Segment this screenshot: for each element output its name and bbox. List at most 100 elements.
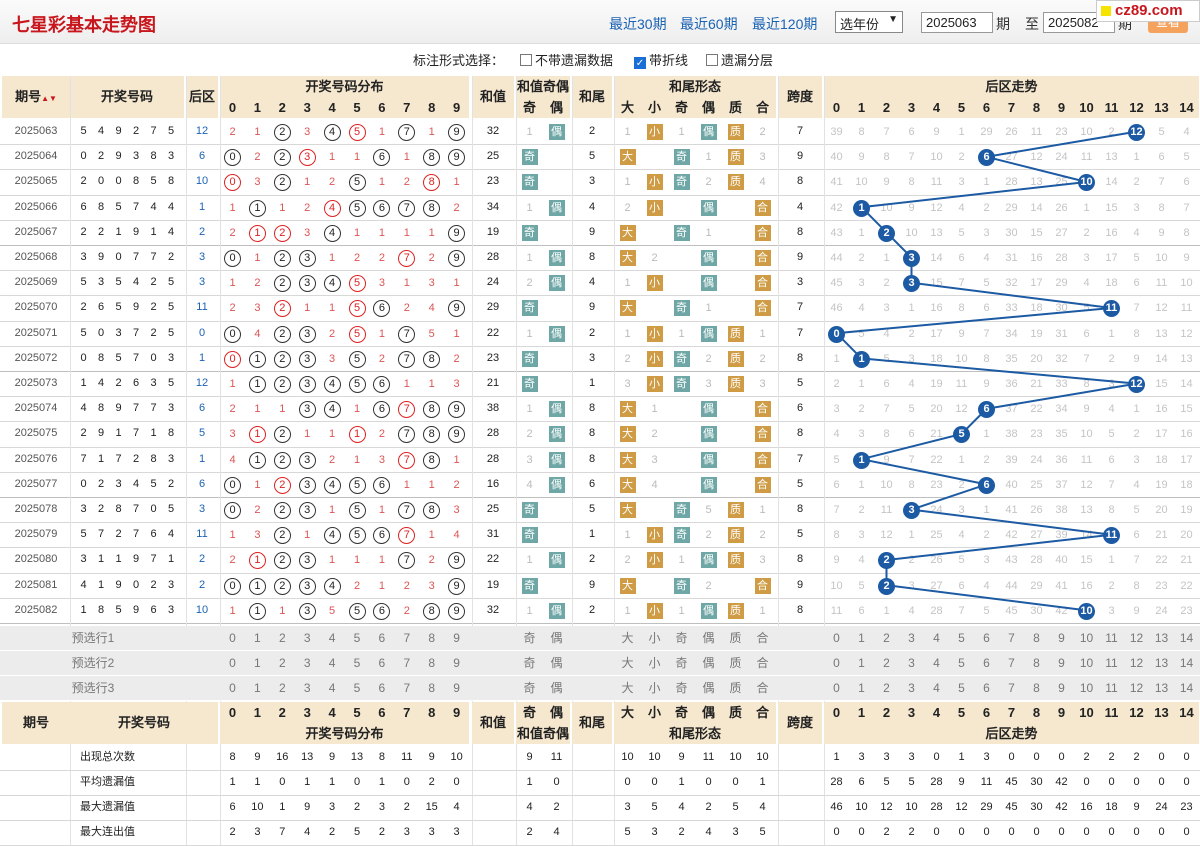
- preselect-even[interactable]: 偶: [550, 656, 563, 670]
- preselect-form[interactable]: 合: [756, 631, 769, 645]
- checkbox-missing-layer[interactable]: [706, 54, 718, 66]
- preselect-back-digit[interactable]: 14: [1179, 656, 1194, 670]
- preselect-back-digit[interactable]: 9: [1058, 656, 1065, 670]
- preselect-form[interactable]: 小: [648, 656, 661, 670]
- option-missing-layer[interactable]: 遗漏分层: [706, 50, 773, 69]
- preselect-form[interactable]: 质: [729, 631, 742, 645]
- checkbox-no-missing[interactable]: [520, 54, 532, 66]
- preselect-back-digit[interactable]: 10: [1079, 631, 1094, 645]
- preselect-back-digit[interactable]: 0: [833, 656, 840, 670]
- preselect-digit[interactable]: 8: [428, 681, 436, 695]
- preselect-row[interactable]: [0, 651, 1200, 676]
- preselect-digit[interactable]: 5: [353, 681, 361, 695]
- preselect-form[interactable]: 偶: [702, 681, 715, 695]
- preselect-digit[interactable]: 3: [303, 681, 311, 695]
- preselect-back-digit[interactable]: 4: [933, 681, 940, 695]
- preselect-back-digit[interactable]: 3: [908, 631, 915, 645]
- preselect-back-digit[interactable]: 8: [1033, 656, 1040, 670]
- preselect-back-digit[interactable]: 0: [833, 681, 840, 695]
- preselect-digit[interactable]: 2: [278, 656, 286, 670]
- preselect-back-digit[interactable]: 1: [858, 656, 865, 670]
- preselect-form[interactable]: 偶: [702, 631, 715, 645]
- preselect-digit[interactable]: 0: [229, 631, 236, 645]
- preselect-back-digit[interactable]: 5: [958, 631, 965, 645]
- preselect-digit[interactable]: 7: [403, 681, 411, 695]
- preselect-back-digit[interactable]: 8: [1033, 631, 1040, 645]
- preselect-digit[interactable]: 8: [428, 631, 436, 645]
- from-issue-input[interactable]: 2025063: [921, 12, 993, 33]
- preselect-digit[interactable]: 7: [403, 656, 411, 670]
- preselect-digit[interactable]: 9: [453, 631, 460, 645]
- preselect-back-digit[interactable]: 2: [883, 631, 890, 645]
- preselect-digit[interactable]: 0: [229, 656, 236, 670]
- preselect-form[interactable]: 奇: [675, 631, 688, 645]
- preselect-back-digit[interactable]: 0: [833, 631, 840, 645]
- preselect-back-digit[interactable]: 9: [1058, 631, 1065, 645]
- preselect-form[interactable]: 小: [648, 631, 661, 645]
- preselect-digit[interactable]: 7: [403, 631, 411, 645]
- preselect-back-digit[interactable]: 1: [858, 631, 865, 645]
- preselect-odd[interactable]: 奇: [523, 681, 536, 695]
- preselect-digit[interactable]: 6: [378, 631, 386, 645]
- preselect-back-digit[interactable]: 2: [883, 656, 890, 670]
- preselect-odd[interactable]: 奇: [523, 631, 536, 645]
- preselect-form[interactable]: 偶: [702, 656, 715, 670]
- preselect-back-digit[interactable]: 11: [1105, 656, 1118, 670]
- preselect-back-digit[interactable]: 14: [1179, 631, 1194, 645]
- preselect-back-digit[interactable]: 7: [1008, 631, 1015, 645]
- preselect-back-digit[interactable]: 9: [1058, 681, 1065, 695]
- preselect-back-digit[interactable]: 10: [1079, 656, 1094, 670]
- preselect-digit[interactable]: 1: [254, 656, 261, 670]
- preselect-form[interactable]: 大: [621, 631, 634, 645]
- preselect-back-digit[interactable]: 2: [883, 681, 890, 695]
- preselect-even[interactable]: 偶: [550, 681, 563, 695]
- preselect-digit[interactable]: 6: [378, 656, 386, 670]
- preselect-digit[interactable]: 5: [353, 656, 361, 670]
- preselect-back-digit[interactable]: 12: [1129, 631, 1144, 645]
- preselect-digit[interactable]: 5: [353, 631, 361, 645]
- preselect-digit[interactable]: 0: [229, 681, 236, 695]
- sort-arrows-icon[interactable]: ▲▼: [41, 94, 57, 103]
- checkbox-with-line[interactable]: ✓: [634, 57, 646, 69]
- preselect-digit[interactable]: 9: [453, 681, 460, 695]
- preselect-back-digit[interactable]: 8: [1033, 681, 1040, 695]
- preselect-form[interactable]: 质: [729, 681, 742, 695]
- preselect-digit[interactable]: 1: [254, 631, 261, 645]
- nav-recent-30[interactable]: 最近30期: [609, 16, 667, 32]
- preselect-digit[interactable]: 4: [328, 681, 336, 695]
- preselect-back-digit[interactable]: 7: [1008, 656, 1015, 670]
- preselect-form[interactable]: 奇: [675, 681, 688, 695]
- preselect-form[interactable]: 小: [648, 681, 661, 695]
- preselect-digit[interactable]: 9: [453, 656, 460, 670]
- preselect-back-digit[interactable]: 12: [1129, 656, 1144, 670]
- preselect-back-digit[interactable]: 11: [1105, 631, 1118, 645]
- preselect-form[interactable]: 奇: [675, 656, 688, 670]
- preselect-back-digit[interactable]: 4: [933, 631, 940, 645]
- preselect-back-digit[interactable]: 7: [1008, 681, 1015, 695]
- preselect-digit[interactable]: 2: [278, 681, 286, 695]
- issue-header[interactable]: 期号▲▼: [2, 76, 70, 118]
- preselect-back-digit[interactable]: 6: [983, 631, 990, 645]
- preselect-odd[interactable]: 奇: [523, 656, 536, 670]
- preselect-back-digit[interactable]: 6: [983, 656, 990, 670]
- preselect-back-digit[interactable]: 1: [858, 681, 865, 695]
- preselect-back-digit[interactable]: 13: [1154, 681, 1169, 695]
- preselect-digit[interactable]: 8: [428, 656, 436, 670]
- preselect-digit[interactable]: 1: [254, 681, 261, 695]
- preselect-digit[interactable]: 3: [303, 631, 311, 645]
- preselect-form[interactable]: 大: [621, 656, 634, 670]
- preselect-back-digit[interactable]: 5: [958, 681, 965, 695]
- preselect-back-digit[interactable]: 13: [1154, 631, 1169, 645]
- preselect-back-digit[interactable]: 12: [1129, 681, 1144, 695]
- preselect-back-digit[interactable]: 5: [958, 656, 965, 670]
- preselect-digit[interactable]: 4: [328, 656, 336, 670]
- preselect-back-digit[interactable]: 6: [983, 681, 990, 695]
- preselect-form[interactable]: 质: [729, 656, 742, 670]
- nav-recent-120[interactable]: 最近120期: [752, 16, 818, 32]
- preselect-back-digit[interactable]: 4: [933, 656, 940, 670]
- preselect-back-digit[interactable]: 13: [1154, 656, 1169, 670]
- preselect-form[interactable]: 大: [621, 681, 634, 695]
- preselect-row[interactable]: [0, 626, 1200, 651]
- preselect-even[interactable]: 偶: [550, 631, 563, 645]
- preselect-back-digit[interactable]: 10: [1079, 681, 1094, 695]
